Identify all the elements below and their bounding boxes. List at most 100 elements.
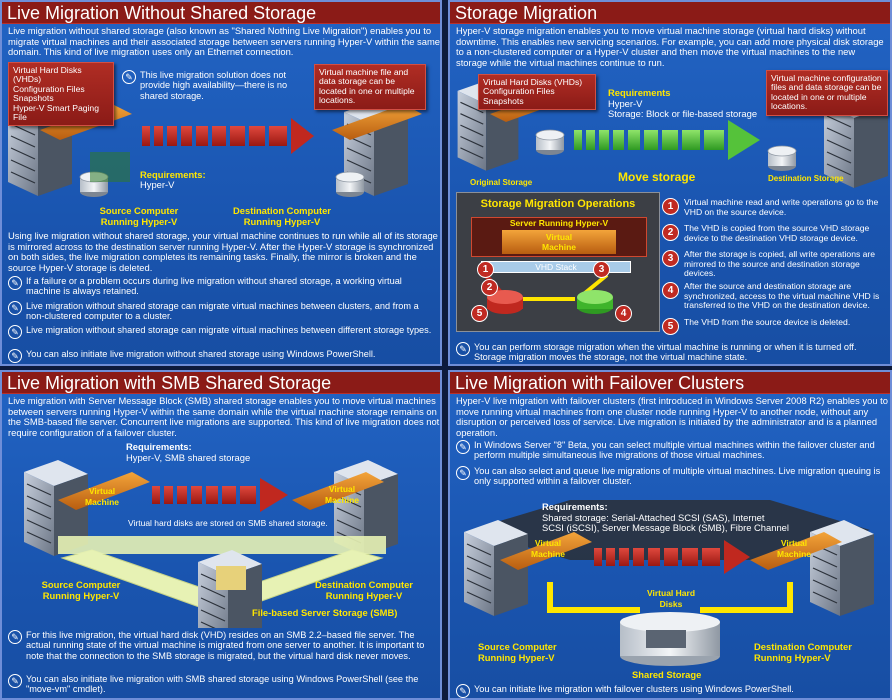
requirements-label: Requirements: xyxy=(140,169,206,180)
pencil-icon: ✎ xyxy=(456,342,470,356)
pencil-icon: ✎ xyxy=(8,674,22,688)
note-powershell: ✎ You can initiate live migration with fa… xyxy=(456,684,884,698)
migration-arrow xyxy=(594,540,750,574)
note-text: In Windows Server "8" Beta, you can sele… xyxy=(474,440,875,461)
vm-label-line: Virtual xyxy=(534,538,562,548)
label-line: Destination Computer xyxy=(233,205,331,216)
panel-title: Storage Migration xyxy=(450,2,890,24)
smb-diagram xyxy=(23,459,399,628)
file-storage-label: File-based Server Storage (SMB) xyxy=(252,607,398,618)
step-text: After the storage is copied, all write o… xyxy=(684,249,876,279)
source-computer-label: Source Computer Running Hyper-V xyxy=(478,641,588,663)
op-marker-1: 1 xyxy=(477,261,494,278)
pencil-icon: ✎ xyxy=(456,684,470,698)
requirements-value: Hyper-V, SMB shared storage xyxy=(126,451,251,463)
op-marker-2: 2 xyxy=(481,279,498,296)
requirements-line: Storage: Block or file-based storage xyxy=(608,108,758,120)
intro-text: Hyper-V storage migration enables you to… xyxy=(456,25,884,68)
intro-text: Live migration with Server Message Block… xyxy=(8,395,440,438)
note-1: ✎ If a failure or a problem occurs during… xyxy=(8,276,436,297)
vm-label-line: Machine xyxy=(84,496,119,507)
original-storage-label: Original Storage xyxy=(470,178,533,187)
vhd-label-line: Virtual Hard xyxy=(646,588,696,598)
requirements-line: Shared storage: Serial-Attached SCSI (SA… xyxy=(542,511,765,523)
panel-live-migration-smb: Live Migration with SMB Shared Storage L… xyxy=(0,370,442,700)
intro-text: Live migration without shared storage (a… xyxy=(8,25,440,58)
intro-text: Hyper-V live migration with failover clu… xyxy=(456,395,888,438)
move-storage-label: Move storage xyxy=(618,170,696,184)
note-text: If a failure or a problem occurs during … xyxy=(26,276,402,297)
label-line: Running Hyper-V xyxy=(243,215,321,227)
note-text: You can perform storage migration when t… xyxy=(474,342,857,363)
yellow-link xyxy=(547,582,640,613)
step-5: 5 The VHD from the source device is delet… xyxy=(662,317,882,335)
shared-storage-label: Shared Storage xyxy=(632,669,702,680)
move-storage-arrow xyxy=(574,120,760,160)
failover-cluster-diagram xyxy=(463,500,875,666)
step-text: The VHD is copied from the source VHD st… xyxy=(684,223,870,243)
vhd-label: Virtual Hard Disks xyxy=(646,588,696,609)
destination-computer-label: Destination Computer Running Hyper-V xyxy=(754,641,874,663)
vm-label-line: Machine xyxy=(530,548,565,559)
label-line: Source Computer xyxy=(99,205,179,216)
destination-computer-label: Destination Computer Running Hyper-V xyxy=(304,579,424,601)
vhd-files-callout: Virtual Hard Disks (VHDs) Configuration … xyxy=(478,74,596,111)
label-line: Running Hyper-V xyxy=(100,215,178,227)
vm-block: Virtual Machine xyxy=(502,230,616,254)
note-2: ✎ You can also select and queue live migr… xyxy=(456,466,884,487)
label-line: Destination Computer xyxy=(754,641,852,652)
requirements-value: Hyper-V xyxy=(140,179,175,190)
note-3: ✎ Live migration without shared storage c… xyxy=(8,325,436,339)
pencil-icon: ✎ xyxy=(8,325,22,339)
note-1: ✎ For this live migration, the virtual ha… xyxy=(8,630,436,661)
label-line: Source Computer xyxy=(478,641,557,652)
callout-line: Configuration Files xyxy=(13,83,85,94)
note-text: This live migration solution does not pr… xyxy=(140,70,288,101)
storage-migration-operations-box: Storage Migration Operations Server Runn… xyxy=(456,192,660,332)
ops-title: Storage Migration Operations xyxy=(480,198,636,210)
note-4: ✎ You can also initiate live migration wi… xyxy=(8,349,436,363)
vm-label-right: Virtual Machine xyxy=(772,538,816,559)
storage-location-callout: Virtual machine file and data storage ca… xyxy=(314,64,426,110)
step-3: 3 After the storage is copied, all write … xyxy=(662,249,882,279)
disks-note: Virtual hard disks are stored on SMB sha… xyxy=(128,518,328,528)
body-text: Using live migration without shared stor… xyxy=(8,230,438,273)
callout-line: Hyper-V Smart Paging File xyxy=(13,102,99,123)
pencil-icon: ✎ xyxy=(8,276,22,290)
vm-label-line: Machine xyxy=(324,494,359,505)
step-text: Virtual machine read and write operation… xyxy=(684,197,879,217)
yellow-link xyxy=(700,582,793,613)
vm-label-line: Virtual xyxy=(88,486,116,496)
requirements-line: SCSI (iSCSI), Server Message Block (SMB)… xyxy=(542,522,789,534)
op-marker-4: 4 xyxy=(615,305,632,322)
label-line: Running Hyper-V xyxy=(478,651,555,663)
pencil-icon: ✎ xyxy=(122,70,136,84)
callout-line: Snapshots xyxy=(13,93,54,104)
note-text: For this live migration, the virtual har… xyxy=(26,630,425,661)
note-text: You can also initiate live migration wit… xyxy=(26,674,419,695)
ops-diagram xyxy=(485,273,613,314)
op-marker-3: 3 xyxy=(593,261,610,278)
requirements: Requirements: Hyper-V, SMB shared storag… xyxy=(126,441,251,463)
source-computer-label: Source Computer Running Hyper-V xyxy=(84,205,194,227)
requirements: Requirements Hyper-V Storage: Block or f… xyxy=(608,87,758,120)
note-text: You can also select and queue live migra… xyxy=(474,466,881,487)
panel-live-migration-failover-clusters: Live Migration with Failover Clusters Hy… xyxy=(448,370,892,700)
vm-label-right: Virtual Machine xyxy=(320,484,364,505)
note-text: Live migration without shared storage ca… xyxy=(26,301,419,322)
callout-line: Configuration Files xyxy=(483,86,555,97)
requirements-label: Requirements: xyxy=(542,501,608,512)
shared-nothing-diagram xyxy=(7,99,422,198)
callout-line: Snapshots xyxy=(483,95,524,106)
panel-title: Live Migration with SMB Shared Storage xyxy=(2,372,440,394)
label-line: Running Hyper-V xyxy=(325,589,403,601)
note-2: ✎ Live migration without shared storage c… xyxy=(8,301,436,322)
pencil-icon: ✎ xyxy=(8,301,22,315)
pencil-icon: ✎ xyxy=(456,466,470,480)
pencil-icon: ✎ xyxy=(456,440,470,454)
vm-label-left: Virtual Machine xyxy=(80,486,124,507)
requirements-line: Hyper-V xyxy=(608,97,643,109)
note-text: You can initiate live migration with fai… xyxy=(474,684,794,694)
vm-label-line: Virtual xyxy=(545,232,573,242)
note-no-ha: ✎ This live migration solution does not … xyxy=(122,70,310,101)
